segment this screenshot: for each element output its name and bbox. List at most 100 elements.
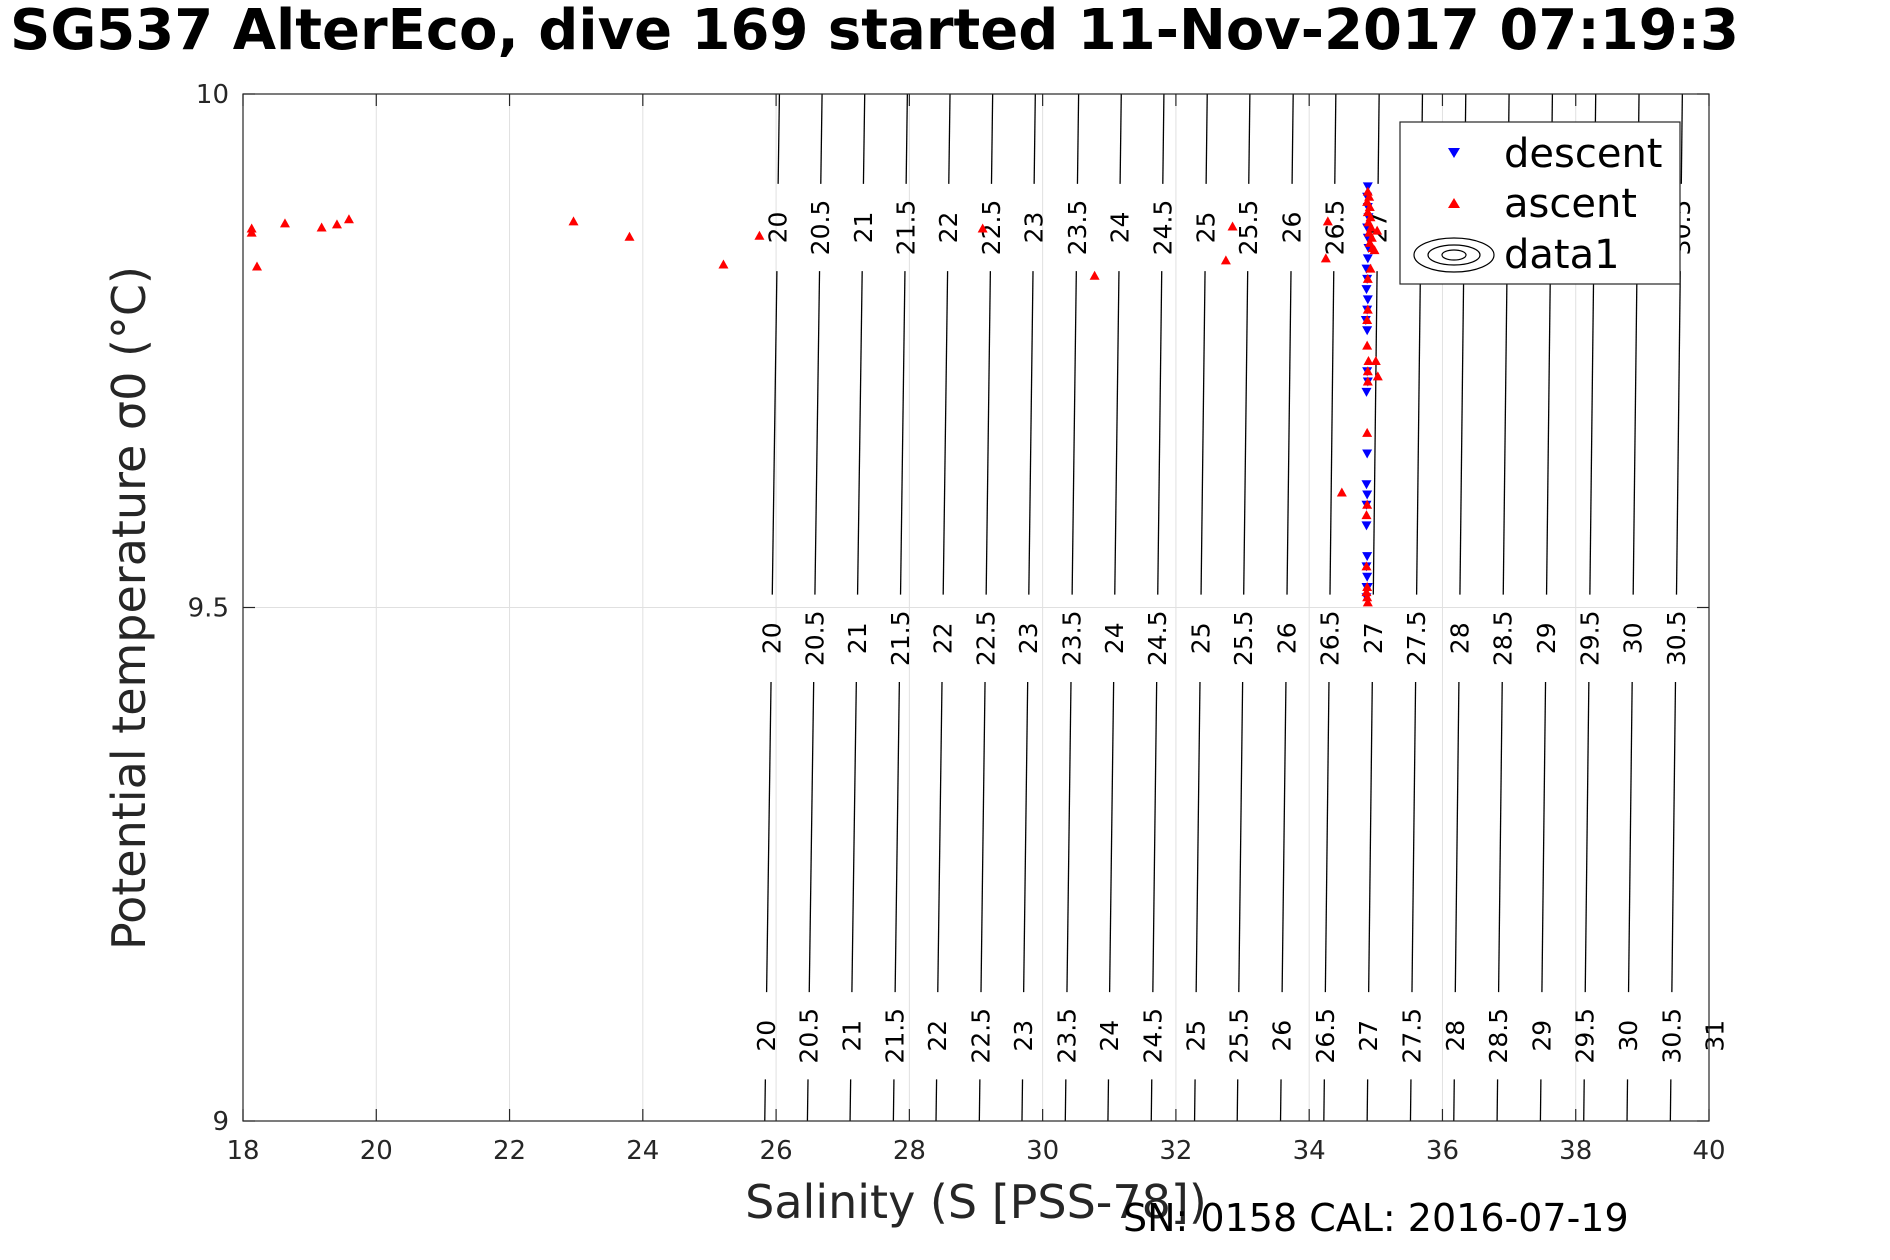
contour-label-21-upper: 21 — [849, 212, 878, 244]
ascent-point-4 — [316, 222, 327, 232]
contour-label-24.5-upper: 24.5 — [1148, 200, 1177, 256]
y-tick-label-10: 10 — [196, 80, 229, 110]
contour-line-22.5-seg2 — [985, 271, 992, 595]
contour-label-26-middle: 26 — [1272, 622, 1301, 654]
contour-line-23-seg3 — [1033, 93, 1036, 184]
contour-label-29-middle: 29 — [1532, 622, 1561, 654]
descent-point-19 — [1361, 480, 1372, 490]
legend-box — [1399, 121, 1681, 285]
contour-label-23-lower: 23 — [1009, 1020, 1038, 1052]
ascent-point-49 — [1362, 597, 1373, 607]
contour-line-22.5-seg0 — [978, 1079, 981, 1122]
contour-label-23.5-upper: 23.5 — [1063, 200, 1092, 256]
page-title: SG537 AlterEco, dive 169 started 11-Nov-… — [10, 0, 1739, 63]
ascent-point-35 — [1362, 314, 1373, 324]
ascent-point-6 — [343, 214, 354, 224]
legend: descent ascent data1 — [1399, 121, 1681, 285]
contour-line-22-seg2 — [942, 271, 949, 595]
contour-line-21-seg2 — [856, 271, 863, 595]
contour-label-26.5-lower: 26.5 — [1311, 1008, 1340, 1064]
contour-line-25.5-seg3 — [1248, 93, 1251, 184]
contour-label-22-upper: 22 — [934, 212, 963, 244]
contour-label-28.5-middle: 28.5 — [1489, 610, 1518, 666]
ascent-point-36 — [1362, 340, 1373, 350]
descent-point-20 — [1362, 490, 1373, 500]
contour-line-27-seg2 — [1372, 271, 1378, 595]
descent-point-14 — [1362, 326, 1373, 336]
contour-line-22.5-seg1 — [980, 681, 986, 993]
descent-point-11 — [1362, 295, 1373, 305]
contour-line-28-seg1 — [1454, 681, 1460, 993]
contour-line-25-seg0 — [1193, 1079, 1196, 1122]
contour-label-23-upper: 23 — [1020, 212, 1049, 244]
ascent-point-44 — [1361, 510, 1372, 520]
ascent-point-33 — [1362, 273, 1373, 283]
descent-point-10 — [1361, 285, 1372, 295]
contour-line-25-seg2 — [1200, 271, 1206, 595]
contour-line-21.5-seg3 — [905, 93, 909, 184]
ascent-point-8 — [624, 231, 635, 241]
contour-line-20-seg3 — [777, 93, 781, 184]
contour-labels: 20 20 20 20.5 20.5 20.5 21 21 21 21.5 21.5 21.5 22 22… — [752, 200, 1730, 1064]
contour-line-23.5-seg1 — [1066, 681, 1072, 993]
x-axis-label: Salinity (S [PSS-78]) — [745, 1175, 1207, 1229]
contour-label-20.5-middle: 20.5 — [800, 610, 829, 666]
x-tick-label-18: 18 — [226, 1136, 259, 1166]
x-tick-label-36: 36 — [1426, 1136, 1459, 1166]
contour-line-21-seg1 — [851, 681, 857, 993]
contour-label-26-lower: 26 — [1268, 1020, 1297, 1052]
descent-point-17 — [1361, 387, 1372, 397]
contour-label-23.5-middle: 23.5 — [1058, 610, 1087, 666]
contour-line-26.5-seg3 — [1334, 93, 1337, 184]
ascent-point-45 — [1361, 561, 1372, 571]
contour-line-22.5-seg3 — [990, 93, 994, 184]
ascent-point-15 — [1320, 253, 1331, 263]
contour-line-25-seg3 — [1205, 93, 1208, 184]
contour-label-21.5-upper: 21.5 — [892, 200, 921, 256]
y-axis-label: Potential temperature σ0 (°C) — [102, 266, 156, 950]
contour-label-20.5-lower: 20.5 — [795, 1008, 824, 1064]
contour-label-20-lower: 20 — [752, 1020, 781, 1052]
contour-line-30-seg1 — [1627, 681, 1633, 993]
y-axis-label-text: Potential temperature σ0 (°C) — [102, 266, 156, 950]
ascent-point-12 — [1089, 270, 1100, 280]
legend-descent-label: descent — [1504, 131, 1662, 177]
ascent-point-5 — [331, 219, 342, 229]
contour-line-21-seg3 — [862, 93, 866, 184]
descent-point-7 — [1362, 254, 1373, 264]
ascent-point-17 — [1336, 487, 1347, 497]
ascent-point-10 — [754, 230, 765, 240]
contour-line-23.5-seg0 — [1064, 1079, 1067, 1122]
contour-label-25.5-upper: 25.5 — [1234, 200, 1263, 256]
x-tick-label-34: 34 — [1293, 1136, 1326, 1166]
x-tick-label-38: 38 — [1559, 1136, 1592, 1166]
contour-line-23-seg2 — [1028, 271, 1034, 595]
contour-label-22.5-lower: 22.5 — [966, 1008, 995, 1064]
contour-label-28.5-lower: 28.5 — [1484, 1008, 1513, 1064]
x-axis-ticks: 18 20 22 24 26 28 30 32 34 36 38 40 — [226, 94, 1726, 1166]
ascent-point-16 — [1322, 216, 1333, 226]
contour-line-24-seg1 — [1108, 681, 1115, 993]
ascent-point-40 — [1370, 356, 1381, 366]
y-tick-label-9: 9 — [212, 1107, 229, 1137]
ascent-point-14 — [1227, 221, 1238, 231]
contour-label-27.5-lower: 27.5 — [1397, 1008, 1426, 1064]
contour-label-23.5-lower: 23.5 — [1052, 1008, 1081, 1064]
contour-label-25-lower: 25 — [1182, 1020, 1211, 1052]
contour-line-20-seg0 — [764, 1079, 767, 1122]
x-tick-label-40: 40 — [1692, 1136, 1725, 1166]
ascent-point-3 — [279, 218, 290, 228]
x-tick-label-26: 26 — [760, 1136, 793, 1166]
ascent-point-9 — [718, 259, 729, 269]
ascent-point-43 — [1362, 499, 1373, 509]
descent-point-18 — [1362, 449, 1373, 459]
contour-line-21-seg0 — [849, 1079, 852, 1122]
ascent-point-46 — [1362, 581, 1373, 591]
contour-line-26-seg0 — [1279, 1079, 1282, 1122]
contour-label-25-upper: 25 — [1192, 212, 1221, 244]
contour-line-24-seg3 — [1119, 93, 1122, 184]
contour-line-20-seg1 — [765, 681, 772, 993]
contour-label-20-middle: 20 — [758, 622, 787, 654]
ascent-point-42 — [1362, 427, 1373, 437]
contour-label-30.5-middle: 30.5 — [1662, 610, 1691, 666]
